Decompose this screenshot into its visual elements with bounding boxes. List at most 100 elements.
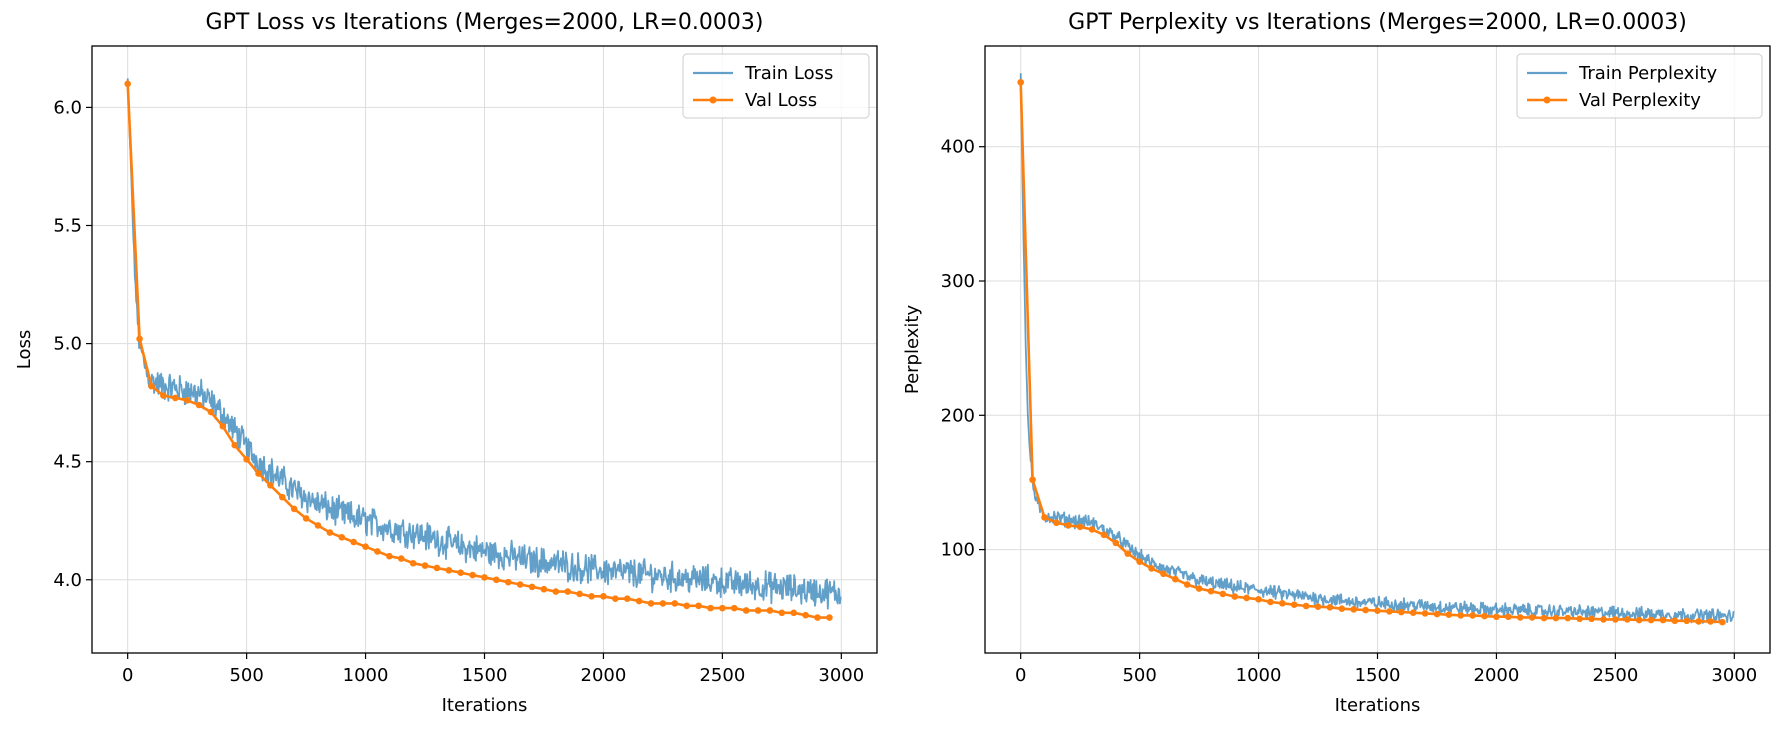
perplexity-val-point — [1195, 585, 1203, 592]
loss-val-point — [267, 482, 274, 489]
perplexity-val-point — [1124, 550, 1132, 557]
loss-val-point — [290, 505, 298, 513]
loss-x-axis-label: Iterations — [442, 695, 528, 716]
perplexity-ytick-label: 400 — [941, 137, 975, 158]
perplexity-val-point — [1409, 609, 1417, 617]
perplexity-val-point — [1707, 618, 1714, 625]
perplexity-val-point — [1279, 600, 1286, 607]
perplexity-val-point — [1576, 615, 1583, 623]
loss-legend-box — [682, 53, 870, 119]
loss-xtick-label: 2500 — [699, 665, 745, 686]
perplexity-val-point — [1243, 594, 1250, 602]
loss-legend: Train Loss Val Loss — [682, 53, 870, 119]
perplexity-y-axis-label: Perplexity — [902, 305, 923, 395]
loss-val-point — [409, 559, 417, 567]
perplexity-ytick-label: 200 — [941, 405, 975, 426]
loss-val-point — [183, 396, 191, 404]
loss-xtick-label: 1000 — [343, 665, 389, 686]
perplexity-train-line — [1019, 73, 1735, 624]
perplexity-grid — [985, 46, 1770, 653]
loss-val-point — [540, 585, 548, 593]
loss-legend-val-marker — [709, 96, 717, 104]
loss-ytick-label: 5.5 — [53, 216, 82, 237]
loss-val-point — [742, 607, 750, 614]
perplexity-val-point — [1290, 601, 1298, 608]
loss-val-point — [730, 604, 738, 612]
perplexity-val-point — [1457, 612, 1465, 619]
perplexity-val-point — [1469, 612, 1476, 619]
perplexity-val-point — [1481, 612, 1488, 620]
loss-val-point — [481, 574, 488, 581]
perplexity-val-point — [1386, 608, 1393, 615]
loss-val-point — [552, 588, 560, 595]
perplexity-val-point — [1088, 526, 1096, 533]
perplexity-val-point — [1148, 565, 1155, 572]
perplexity-val-point — [1433, 610, 1441, 618]
loss-val-point — [528, 583, 536, 591]
loss-val-point — [124, 80, 131, 88]
loss-val-point — [314, 522, 322, 529]
loss-chart-title: GPT Loss vs Iterations (Merges=2000, LR=… — [206, 10, 764, 35]
perplexity-val-point — [1350, 606, 1358, 613]
loss-val-point — [148, 382, 155, 390]
loss-legend-train-label: Train Loss — [744, 63, 833, 84]
loss-val-point — [588, 593, 595, 600]
perplexity-val-point — [1564, 614, 1572, 622]
perplexity-val-point — [1397, 608, 1405, 616]
perplexity-val-point — [1421, 610, 1429, 617]
perplexity-val-point — [1516, 614, 1524, 621]
loss-val-point — [766, 607, 774, 614]
loss-xtick-label: 500 — [229, 665, 263, 686]
perplexity-val-point — [1647, 616, 1655, 624]
loss-val-point — [386, 552, 393, 560]
loss-val-point — [469, 571, 476, 579]
loss-val-point — [350, 538, 357, 546]
perplexity-val-point — [1219, 590, 1227, 598]
perplexity-val-point — [1302, 602, 1310, 610]
loss-val-point — [171, 394, 179, 402]
perplexity-val-point — [1029, 476, 1036, 484]
perplexity-legend-box — [1516, 53, 1763, 119]
loss-train-line — [126, 78, 842, 610]
perplexity-val-point — [1493, 613, 1500, 621]
loss-val-point — [635, 597, 643, 605]
perplexity-xtick-label: 500 — [1122, 665, 1156, 686]
perplexity-val-point — [1552, 614, 1560, 622]
loss-val-point — [374, 548, 381, 555]
perplexity-val-point — [1136, 558, 1143, 565]
loss-ytick-label: 6.0 — [53, 97, 82, 118]
loss-chart: 0 500 1000 1500 2000 2500 30004.04.55.05.56.0 … — [14, 10, 878, 716]
loss-xtick-label: 2000 — [581, 665, 627, 686]
perplexity-val-point — [1231, 593, 1239, 600]
perplexity-xtick-label: 2500 — [1592, 665, 1638, 686]
loss-val-point — [219, 422, 227, 430]
perplexity-chart-title: GPT Perplexity vs Iterations (Merges=200… — [1068, 10, 1687, 35]
perplexity-val-point — [1076, 523, 1084, 531]
perplexity-val-point — [1719, 618, 1726, 626]
perplexity-val-point — [1659, 616, 1667, 624]
loss-val-point — [433, 564, 441, 572]
loss-val-point — [421, 562, 429, 569]
perplexity-val-point — [1635, 616, 1643, 624]
perplexity-series-layer — [1017, 73, 1735, 626]
loss-val-point — [338, 533, 346, 541]
loss-val-point — [647, 600, 655, 607]
perplexity-val-point — [1588, 615, 1595, 623]
loss-val-point — [397, 555, 405, 562]
loss-val-point — [707, 604, 714, 612]
perplexity-x-axis-label: Iterations — [1335, 695, 1421, 716]
loss-val-point — [231, 441, 239, 449]
loss-val-point — [659, 600, 667, 607]
perplexity-ytick-label: 100 — [941, 540, 975, 561]
perplexity-chart: 0 500 1000 1500 2000 2500 3000 100 200 300 400 GPT… — [902, 10, 1771, 716]
loss-val-point — [160, 392, 167, 399]
loss-val-point — [600, 593, 607, 600]
perplexity-val-point — [1338, 605, 1346, 612]
loss-series-layer — [124, 78, 842, 621]
loss-val-point — [671, 600, 679, 607]
perplexity-val-point — [1112, 539, 1120, 547]
loss-val-point — [754, 607, 762, 614]
perplexity-val-point — [1612, 616, 1619, 623]
loss-val-point — [445, 567, 453, 574]
